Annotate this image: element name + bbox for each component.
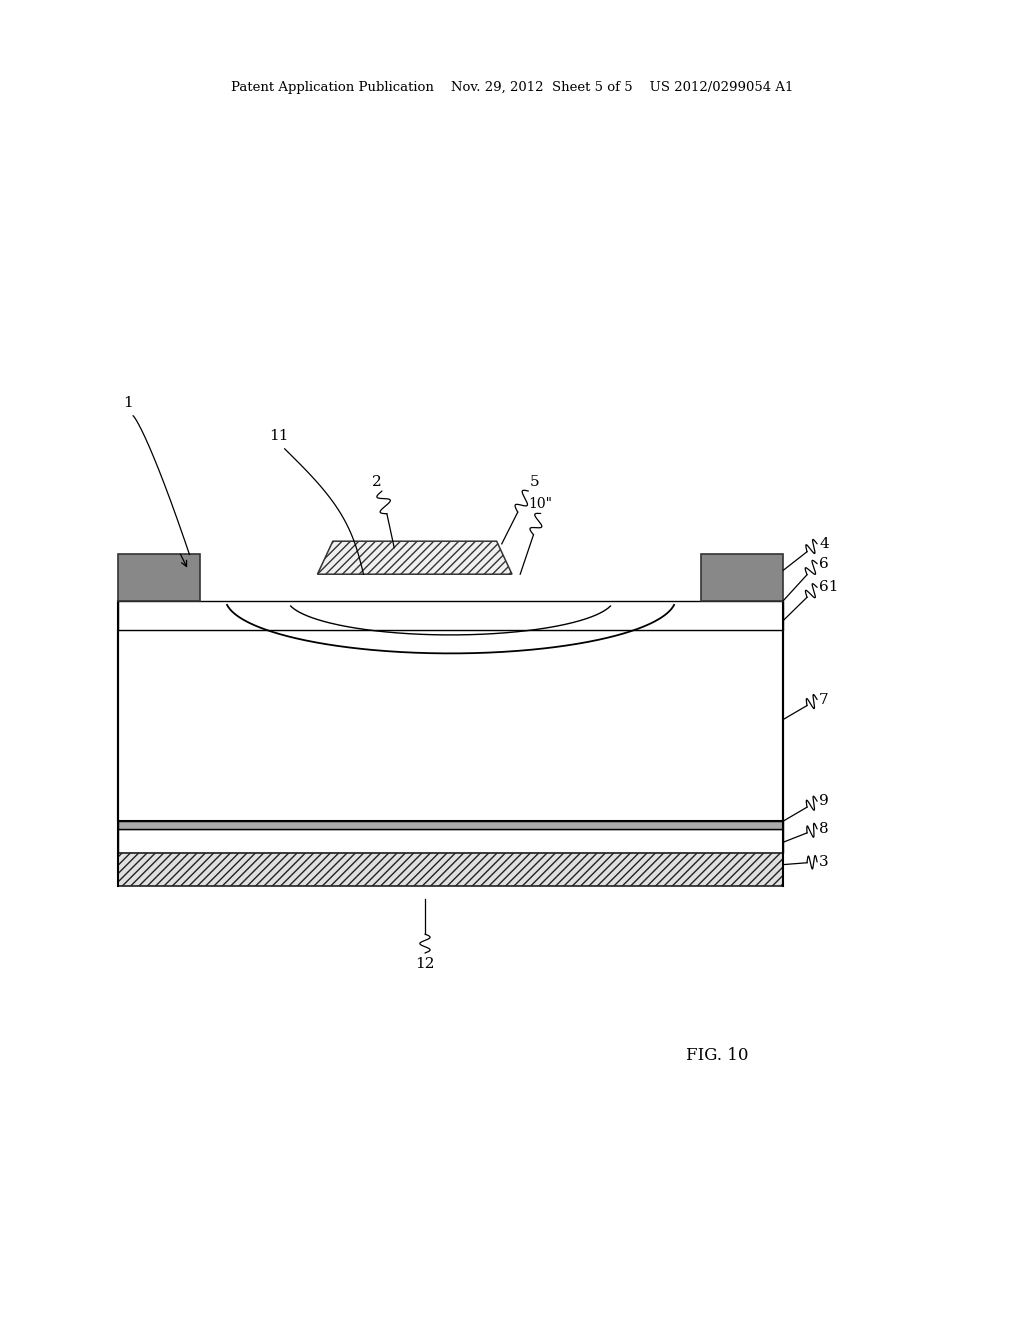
Text: 7: 7 (819, 693, 828, 706)
Bar (118, 601, 783, 630)
Text: 1: 1 (123, 396, 133, 409)
Text: 5: 5 (529, 475, 540, 488)
Text: 61: 61 (819, 581, 839, 594)
Text: 9: 9 (819, 795, 829, 808)
Bar (118, 821, 783, 829)
Text: 4: 4 (819, 537, 829, 550)
Bar (118, 554, 200, 601)
Text: 6: 6 (819, 557, 829, 570)
Bar (118, 853, 783, 886)
Text: FIG. 10: FIG. 10 (685, 1048, 749, 1064)
Text: 2: 2 (372, 475, 382, 488)
Text: 11: 11 (268, 429, 289, 442)
Text: 12: 12 (415, 957, 435, 970)
Text: Patent Application Publication    Nov. 29, 2012  Sheet 5 of 5    US 2012/0299054: Patent Application Publication Nov. 29, … (230, 81, 794, 94)
Polygon shape (317, 541, 512, 574)
Bar (701, 554, 783, 601)
Text: 10": 10" (528, 498, 553, 511)
Text: 3: 3 (819, 855, 828, 869)
Bar (118, 630, 783, 821)
Bar (118, 829, 783, 853)
Text: 8: 8 (819, 822, 828, 836)
